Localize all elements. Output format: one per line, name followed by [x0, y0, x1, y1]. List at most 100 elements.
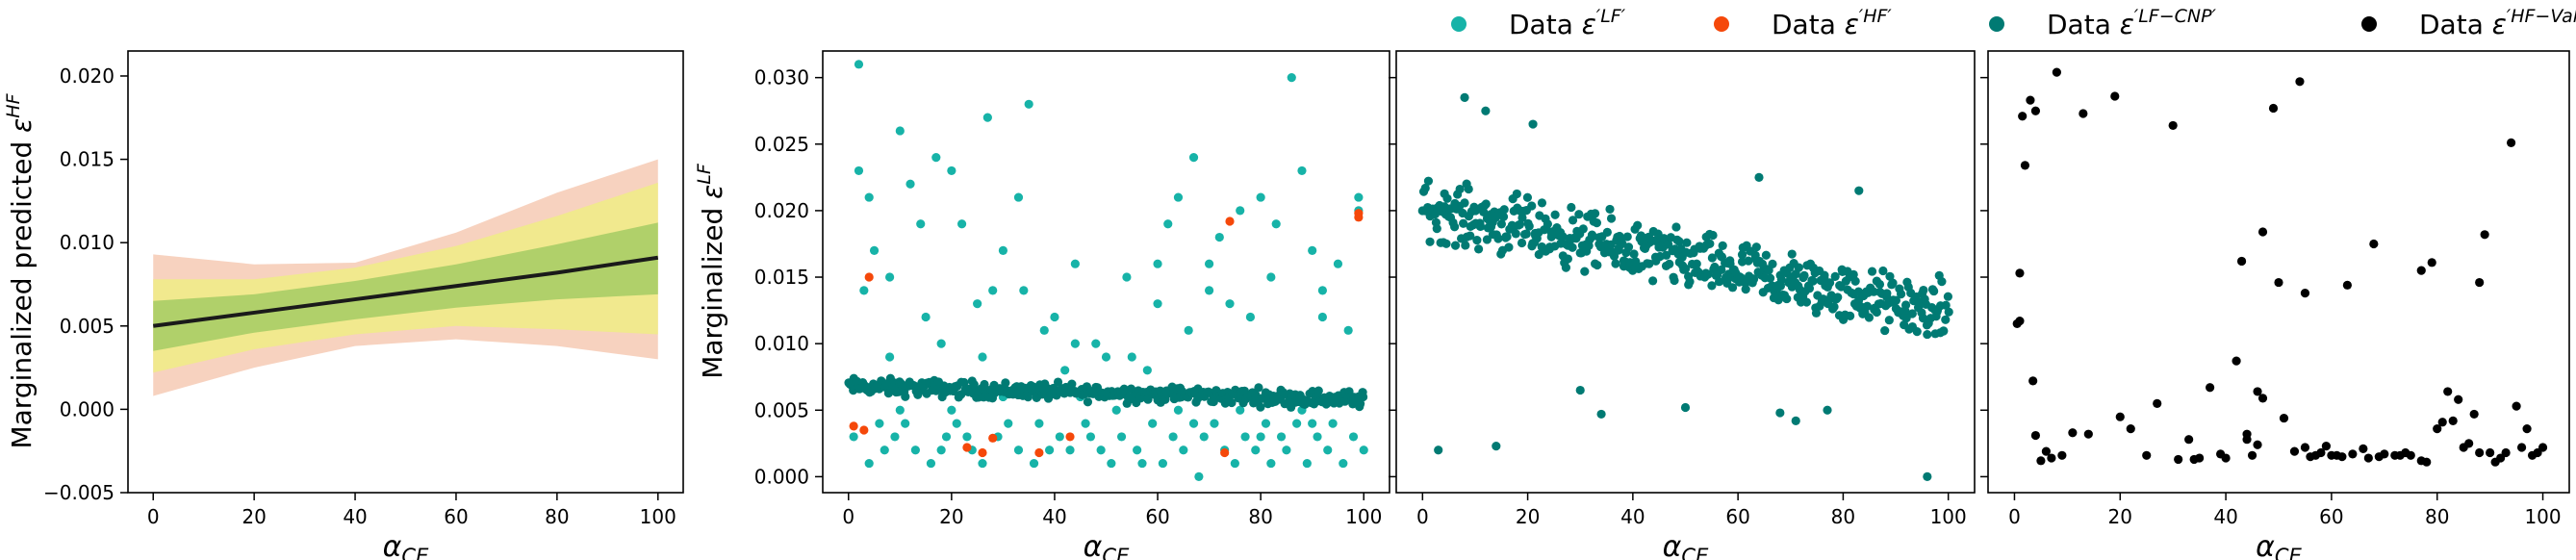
- data-point: [1053, 377, 1063, 387]
- data-point: [1782, 293, 1792, 304]
- data-point: [982, 113, 992, 122]
- data-point: [2475, 447, 2485, 458]
- data-point: [962, 443, 972, 452]
- data-point: [1168, 432, 1178, 442]
- data-point: [1482, 235, 1492, 244]
- x-tick-label: 0: [147, 505, 160, 528]
- data-point: [864, 272, 874, 282]
- data-point: [1515, 219, 1524, 229]
- data-point: [2083, 429, 2093, 439]
- data-point: [1748, 274, 1759, 284]
- data-point: [1034, 419, 1044, 428]
- data-point: [910, 445, 920, 455]
- data-point: [1220, 447, 1230, 458]
- plot-area: [2012, 67, 2548, 467]
- data-point: [1153, 259, 1162, 268]
- data-point: [1591, 209, 1600, 218]
- data-point: [1896, 290, 1906, 299]
- data-point: [2486, 447, 2495, 458]
- data-point: [2300, 443, 2310, 452]
- data-point: [969, 380, 979, 390]
- data-point: [2236, 256, 2247, 267]
- x-tick-label: 100: [2524, 505, 2561, 528]
- data-point: [1708, 230, 1718, 241]
- data-point: [1425, 237, 1435, 246]
- data-point: [1473, 244, 1484, 254]
- data-point: [916, 219, 926, 229]
- data-point: [1225, 299, 1235, 309]
- data-point: [2257, 394, 2268, 403]
- data-point: [2480, 230, 2489, 240]
- data-point: [1148, 419, 1158, 428]
- data-point: [1276, 432, 1287, 442]
- data-point: [978, 458, 987, 469]
- y-tick-label: 0.000: [754, 465, 809, 488]
- data-point: [988, 286, 998, 295]
- data-point: [2316, 447, 2326, 458]
- data-point: [978, 352, 987, 362]
- data-point: [1593, 260, 1602, 270]
- legend-label: Data ε′LF−CNP′: [2047, 6, 2217, 40]
- data-point: [1685, 277, 1695, 287]
- data-point: [1622, 232, 1632, 242]
- x-axis-label: αCE: [1663, 530, 1709, 560]
- legend-marker: [2361, 16, 2377, 32]
- data-point: [1645, 259, 1654, 268]
- data-point: [1524, 221, 1534, 231]
- data-point: [1423, 176, 1434, 186]
- data-point: [1460, 198, 1469, 208]
- data-point: [1194, 471, 1204, 482]
- data-point: [1496, 219, 1507, 229]
- panel-predicted-hf: 0 20 40 60 80 100 −0.005 0.000 0.005 0.010 0.015 0.…: [3, 50, 684, 560]
- x-tick-label: 0: [842, 505, 854, 528]
- data-point: [2289, 446, 2300, 456]
- data-point: [1179, 445, 1188, 455]
- data-point: [1343, 325, 1353, 335]
- y-axis-label: Marginalized εLF: [694, 163, 728, 379]
- data-point: [1761, 250, 1771, 260]
- data-point: [880, 445, 889, 455]
- x-tick-label: 60: [2319, 505, 2343, 528]
- data-point: [2257, 227, 2268, 237]
- data-point: [1050, 312, 1059, 322]
- data-point: [1153, 299, 1162, 309]
- data-point: [2168, 120, 2178, 131]
- data-point: [1804, 284, 1815, 293]
- data-point: [2443, 387, 2453, 396]
- data-point: [2242, 429, 2252, 439]
- legend-entry: Data ε′HF−Val′: [2361, 6, 2576, 40]
- legend-entry: Data ε′LF′: [1451, 6, 1626, 40]
- data-point: [1680, 402, 1691, 413]
- data-point: [1472, 236, 1482, 245]
- data-point: [1116, 432, 1127, 442]
- data-point: [1354, 213, 1364, 222]
- data-point: [1744, 256, 1753, 266]
- data-point: [2115, 412, 2125, 421]
- y-tick-label: 0.025: [754, 133, 809, 156]
- data-point: [1794, 263, 1803, 272]
- x-tick-label: 100: [1930, 505, 1967, 528]
- data-point: [2416, 266, 2426, 275]
- data-point: [1323, 445, 1333, 455]
- data-point: [2448, 416, 2458, 425]
- data-point: [973, 299, 982, 309]
- data-point: [1070, 339, 1080, 348]
- data-point: [1648, 276, 1658, 286]
- data-point: [1833, 293, 1843, 302]
- x-tick-label: 80: [1248, 505, 1272, 528]
- legend: Data ε′LF′ Data ε′HF′ Data ε′LF−CNP′ Data ε…: [1451, 6, 2576, 40]
- data-point: [1830, 271, 1840, 282]
- data-point: [1872, 307, 1881, 318]
- data-point: [2380, 449, 2389, 459]
- data-point: [1256, 432, 1265, 442]
- data-point: [1670, 275, 1679, 286]
- data-point: [2020, 161, 2030, 170]
- data-point: [1537, 198, 1547, 208]
- data-point: [864, 192, 874, 202]
- x-tick-label: 100: [1345, 505, 1382, 528]
- data-point: [1574, 210, 1584, 219]
- data-point: [1358, 392, 1368, 402]
- data-point: [1517, 238, 1527, 248]
- data-point: [1355, 398, 1365, 409]
- data-point: [1173, 192, 1184, 202]
